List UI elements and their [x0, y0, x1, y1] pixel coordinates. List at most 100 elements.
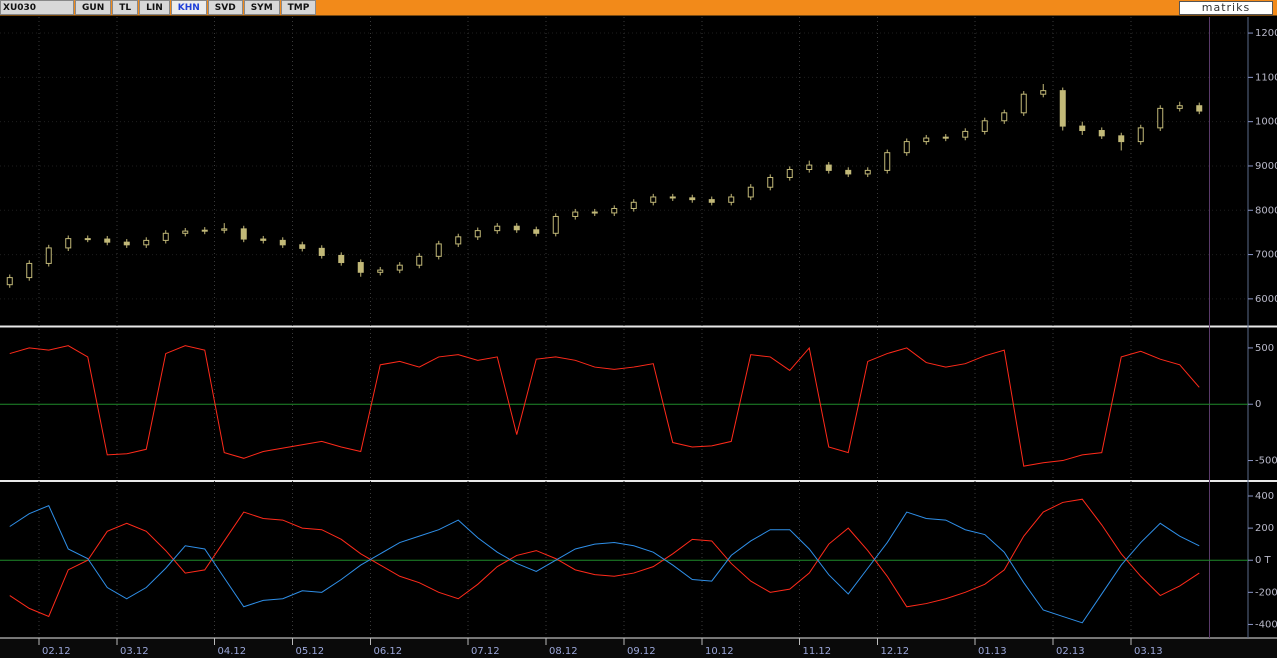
- y-tick-label: 500: [1255, 343, 1274, 354]
- candle-body: [396, 264, 403, 271]
- candle-body: [104, 238, 111, 243]
- y-tick-label: -200: [1255, 587, 1277, 598]
- tab[interactable]: SYM: [243, 0, 280, 15]
- candle-body: [767, 176, 774, 188]
- x-tick-label: 04.12: [218, 646, 247, 657]
- tab[interactable]: XU030: [0, 0, 74, 15]
- candle-body: [201, 229, 208, 232]
- candle-body: [416, 255, 423, 266]
- candle-body: [533, 229, 540, 234]
- tab[interactable]: KHN: [170, 0, 207, 15]
- candle-body: [552, 215, 559, 234]
- candle-body: [143, 239, 150, 246]
- candle-body: [786, 169, 793, 178]
- candle-body: [1059, 90, 1066, 127]
- candle-body: [981, 120, 988, 132]
- candle-body: [1098, 130, 1105, 137]
- y-tick-label: 60000: [1255, 294, 1277, 305]
- candle-body: [1079, 125, 1086, 132]
- logo: matriks: [1179, 1, 1273, 15]
- tab[interactable]: TL: [112, 0, 139, 15]
- candle-body: [513, 225, 520, 231]
- candle-body: [825, 164, 832, 171]
- x-tick-label: 12.12: [881, 646, 910, 657]
- candle-body: [630, 201, 637, 209]
- candle-body: [806, 164, 813, 171]
- tab[interactable]: TMP: [280, 0, 317, 15]
- candle-body: [1020, 93, 1027, 114]
- y-tick-label: 400: [1255, 491, 1274, 502]
- background: [0, 17, 1277, 658]
- candle-body: [864, 169, 871, 175]
- x-tick-label: 10.12: [705, 646, 734, 657]
- candle-body: [708, 199, 715, 203]
- candle-body: [6, 277, 13, 286]
- x-tick-label: 08.12: [549, 646, 578, 657]
- y-tick-label: 100000: [1255, 117, 1277, 128]
- candle-body: [84, 238, 91, 241]
- y-tick-label: -500: [1255, 456, 1277, 467]
- x-tick-label: 09.12: [627, 646, 656, 657]
- candle-body: [650, 196, 657, 203]
- candle-body: [435, 243, 442, 257]
- y-tick-label: 70000: [1255, 250, 1277, 261]
- candle-body: [26, 262, 33, 279]
- candle-body: [747, 186, 754, 198]
- x-tick-label: 11.12: [803, 646, 832, 657]
- y-tick-label: 90000: [1255, 161, 1277, 172]
- candle-body: [962, 130, 969, 138]
- candle-body: [1137, 127, 1144, 143]
- y-tick-label: -400: [1255, 619, 1277, 630]
- candle-body: [377, 269, 384, 273]
- x-tick-label: 06.12: [374, 646, 403, 657]
- candle-body: [240, 228, 247, 240]
- x-tick-label: 03.12: [120, 646, 149, 657]
- y-tick-label: 120000: [1255, 28, 1277, 39]
- x-tick-label: 03.13: [1134, 646, 1163, 657]
- candle-body: [689, 197, 696, 201]
- tab[interactable]: GUN: [75, 0, 112, 15]
- time-axis: [0, 638, 1277, 658]
- tab[interactable]: SVD: [207, 0, 243, 15]
- candle-body: [182, 230, 189, 234]
- candle-body: [923, 137, 930, 143]
- candle-body: [494, 225, 501, 232]
- candle-body: [1196, 105, 1203, 112]
- y-tick-label: 0: [1255, 399, 1261, 410]
- candle-body: [45, 247, 52, 264]
- candle-body: [299, 244, 306, 249]
- candle-body: [669, 196, 676, 199]
- candle-body: [1176, 105, 1183, 109]
- candle-body: [357, 262, 364, 273]
- candle-body: [318, 247, 325, 256]
- candle-body: [1157, 107, 1164, 129]
- candle-body: [260, 238, 267, 241]
- y-tick-label: 200: [1255, 523, 1274, 534]
- y-tick-label: 0 T: [1255, 555, 1272, 566]
- tab[interactable]: LIN: [139, 0, 170, 15]
- candle-body: [903, 141, 910, 154]
- candle-body: [455, 236, 462, 245]
- y-tick-label: 80000: [1255, 205, 1277, 216]
- candle-body: [1118, 135, 1125, 143]
- candle-body: [338, 254, 345, 264]
- x-tick-label: 07.12: [471, 646, 500, 657]
- candle-body: [1040, 90, 1047, 95]
- candle-body: [884, 152, 891, 171]
- candle-body: [728, 196, 735, 203]
- candle-body: [279, 239, 286, 246]
- candle-body: [162, 232, 169, 241]
- indicator-line: [9, 504, 1200, 624]
- indicator-line: [9, 345, 1200, 467]
- candle-body: [942, 136, 949, 139]
- indicator-line: [9, 498, 1200, 618]
- candle-body: [221, 228, 228, 231]
- candle-body: [572, 211, 579, 217]
- candle-body: [591, 211, 598, 214]
- toolbar: XU030 GUN TL LIN KHN SVD SYM TMP matriks: [0, 0, 1277, 16]
- candle-body: [123, 241, 130, 246]
- x-tick-label: 01.13: [978, 646, 1007, 657]
- candle-body: [474, 230, 481, 238]
